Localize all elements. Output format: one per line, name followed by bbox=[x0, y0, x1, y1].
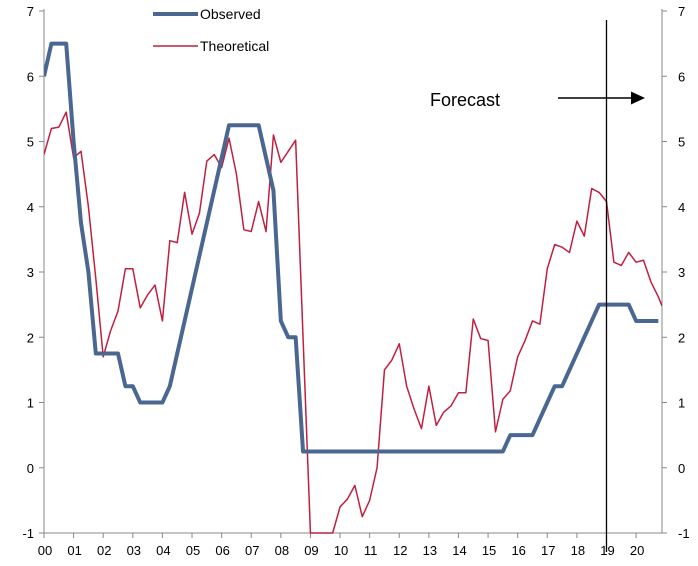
forecast-arrow-head bbox=[631, 91, 645, 105]
x-tick-label: 10 bbox=[334, 543, 348, 558]
y-tick-label-left: 4 bbox=[27, 200, 34, 215]
y-tick-label-left: 3 bbox=[27, 265, 34, 280]
y-tick-label-left: 0 bbox=[27, 461, 34, 476]
x-tick-label: 07 bbox=[245, 543, 259, 558]
y-tick-label-left: 1 bbox=[27, 396, 34, 411]
chart-axes: -1 -10 01 12 23 34 45 56 67 700 01 02 03 04 05 06 07 08 09… bbox=[22, 4, 689, 558]
y-tick-label-left: -1 bbox=[22, 526, 34, 541]
forecast-annotation: Forecast bbox=[430, 20, 645, 552]
x-tick-label: 18 bbox=[571, 543, 585, 558]
y-tick-label-right: 3 bbox=[678, 265, 685, 280]
x-tick-label: 01 bbox=[67, 543, 81, 558]
series-line-theoretical bbox=[44, 111, 662, 534]
y-tick-label-left: 2 bbox=[27, 330, 34, 345]
series-line-observed bbox=[44, 41, 659, 454]
x-tick-label: 09 bbox=[304, 543, 318, 558]
y-tick-label-right: -1 bbox=[678, 526, 690, 541]
y-tick-label-right: 7 bbox=[678, 4, 685, 19]
y-tick-label-right: 1 bbox=[678, 396, 685, 411]
y-tick-label-right: 2 bbox=[678, 330, 685, 345]
x-tick-label: 20 bbox=[630, 543, 644, 558]
forecast-label: Forecast bbox=[430, 90, 500, 110]
x-tick-label: 17 bbox=[541, 543, 555, 558]
x-tick-label: 16 bbox=[511, 543, 525, 558]
legend-label-observed: Observed bbox=[200, 6, 261, 22]
y-tick-label-left: 7 bbox=[27, 4, 34, 19]
x-tick-label: 03 bbox=[127, 543, 141, 558]
y-tick-label-right: 4 bbox=[678, 200, 685, 215]
x-tick-label: 15 bbox=[482, 543, 496, 558]
chart-legend: Observed Theoretical bbox=[153, 6, 269, 54]
x-tick-label: 00 bbox=[38, 543, 52, 558]
y-tick-label-left: 5 bbox=[27, 135, 34, 150]
x-tick-label: 19 bbox=[600, 543, 614, 558]
x-tick-label: 14 bbox=[452, 543, 466, 558]
series-layer bbox=[44, 41, 662, 534]
x-tick-label: 08 bbox=[275, 543, 289, 558]
legend-label-theoretical: Theoretical bbox=[200, 38, 269, 54]
x-tick-label: 05 bbox=[186, 543, 200, 558]
x-tick-label: 12 bbox=[393, 543, 407, 558]
x-tick-label: 04 bbox=[156, 543, 170, 558]
y-tick-label-right: 6 bbox=[678, 69, 685, 84]
x-tick-label: 02 bbox=[97, 543, 111, 558]
y-tick-label-left: 6 bbox=[27, 69, 34, 84]
x-tick-label: 06 bbox=[215, 543, 229, 558]
y-tick-label-right: 0 bbox=[678, 461, 685, 476]
x-tick-label: 11 bbox=[364, 543, 378, 558]
x-tick-label: 13 bbox=[423, 543, 437, 558]
y-tick-label-right: 5 bbox=[678, 135, 685, 150]
